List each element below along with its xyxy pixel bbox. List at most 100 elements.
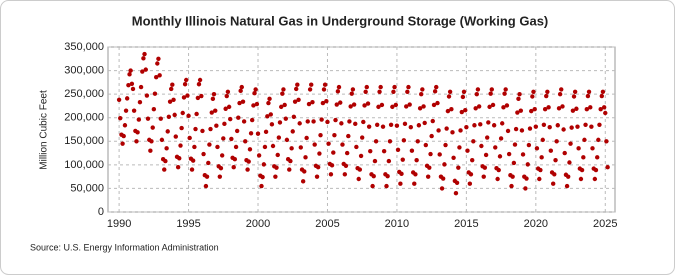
data-point: [170, 82, 175, 87]
data-point: [175, 165, 181, 170]
data-point: [393, 102, 399, 108]
data-point: [399, 171, 404, 177]
data-point: [476, 104, 482, 109]
data-point: [130, 86, 136, 92]
data-point: [223, 106, 228, 111]
data-point: [533, 124, 539, 129]
data-point: [385, 173, 390, 179]
data-point: [218, 165, 224, 171]
data-point: [451, 155, 456, 160]
data-point: [326, 141, 331, 146]
data-point: [347, 119, 352, 124]
data-point: [578, 176, 584, 182]
x-tick-label: 2010: [385, 218, 409, 230]
data-point: [485, 135, 490, 140]
data-point: [532, 107, 537, 112]
data-point: [445, 108, 451, 114]
data-point: [339, 121, 344, 126]
data-point: [261, 162, 267, 167]
data-point: [342, 172, 348, 177]
data-point: [432, 89, 438, 94]
data-point: [291, 114, 297, 119]
data-point: [406, 84, 411, 90]
data-point: [143, 67, 148, 72]
data-point: [213, 108, 218, 113]
data-point: [491, 123, 497, 128]
data-point: [247, 147, 253, 152]
data-point: [209, 110, 214, 115]
data-point: [482, 165, 488, 170]
data-point: [295, 82, 300, 87]
data-point: [374, 122, 380, 127]
y-tick-label: 100,000: [64, 159, 104, 171]
data-point: [187, 135, 192, 141]
data-point: [167, 99, 173, 104]
data-point: [165, 129, 170, 134]
data-point: [277, 120, 283, 125]
data-point: [464, 124, 469, 130]
data-point: [206, 160, 211, 166]
data-point: [172, 112, 177, 118]
data-point: [381, 148, 387, 154]
data-point: [604, 139, 609, 144]
data-point: [233, 144, 239, 150]
data-point: [479, 143, 484, 149]
data-point: [534, 146, 540, 151]
data-point: [232, 157, 238, 162]
data-point: [456, 165, 461, 170]
data-point: [570, 108, 576, 113]
data-point: [531, 89, 536, 94]
data-point: [267, 96, 272, 102]
data-point: [141, 56, 146, 61]
data-point: [510, 174, 515, 179]
data-point: [497, 154, 503, 159]
data-point: [251, 103, 256, 108]
data-point: [144, 93, 150, 98]
data-point: [506, 151, 512, 157]
data-point: [365, 101, 371, 106]
data-point: [459, 109, 464, 115]
x-tick-label: 2025: [593, 218, 617, 230]
data-point: [215, 144, 220, 150]
data-point: [416, 123, 422, 128]
data-point: [527, 126, 533, 131]
data-point: [560, 104, 565, 109]
data-point: [471, 139, 476, 144]
data-point: [425, 174, 431, 179]
data-point: [241, 119, 247, 124]
data-point: [228, 116, 233, 122]
data-point: [239, 84, 244, 90]
data-point: [211, 91, 217, 97]
y-tick-label: 150,000: [64, 135, 104, 147]
data-point: [542, 107, 548, 112]
y-tick-label: 200,000: [64, 112, 104, 124]
data-point: [309, 82, 314, 87]
data-point: [156, 56, 161, 61]
data-point: [371, 173, 376, 179]
data-point: [489, 87, 494, 92]
data-point: [419, 91, 424, 97]
data-point: [152, 91, 158, 96]
x-tick-label: 2000: [246, 218, 270, 230]
data-point: [138, 84, 144, 90]
data-point: [483, 152, 489, 158]
data-point: [429, 133, 434, 139]
data-point: [124, 96, 130, 101]
data-point: [306, 101, 312, 107]
data-point: [546, 105, 551, 110]
data-point: [153, 74, 159, 80]
data-point: [460, 94, 466, 100]
data-point: [140, 69, 145, 74]
data-point: [178, 143, 183, 148]
data-point: [377, 89, 382, 94]
data-point: [585, 93, 591, 99]
data-point: [240, 99, 246, 104]
data-point: [496, 167, 501, 173]
data-point: [509, 183, 514, 189]
data-point: [502, 91, 507, 96]
data-point: [556, 106, 562, 111]
data-point: [121, 133, 126, 139]
data-point: [468, 172, 474, 177]
y-axis-label: Million Cubic Feet: [39, 90, 50, 170]
data-point: [150, 125, 155, 130]
